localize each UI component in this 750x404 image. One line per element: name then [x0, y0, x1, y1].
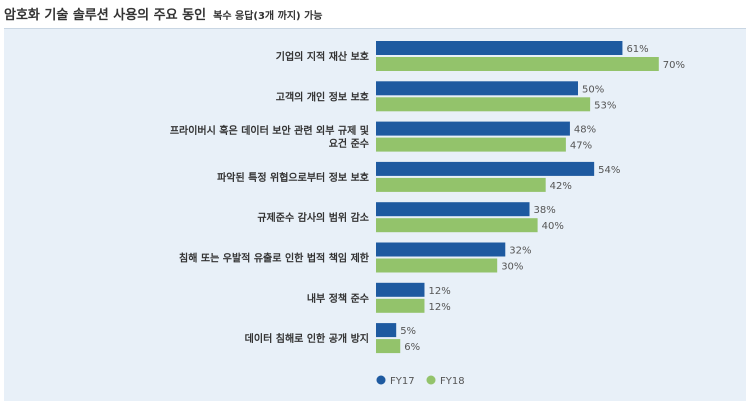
data-label: 50% [582, 84, 604, 95]
category-label: 내부 정책 준수 [307, 292, 369, 305]
data-label: 54% [598, 165, 620, 176]
bar-fy17 [376, 242, 506, 257]
bar-fy18 [376, 339, 401, 354]
data-label: 42% [550, 181, 572, 192]
bar-chart: 기업의 지적 재산 보호 61% 70% 고객의 개인 정보 보호 50% 53% 프라이버… [170, 41, 685, 387]
bar-fy18 [376, 57, 659, 71]
data-label: 61% [626, 44, 648, 55]
data-label: 38% [534, 205, 556, 216]
bar-fy18 [376, 137, 566, 152]
category-label: 데이터 침해로 인한 공개 방지 [245, 332, 369, 345]
data-label: 12% [428, 286, 450, 297]
bar-fy17 [376, 323, 397, 338]
chart-panel: 기업의 지적 재산 보호 61% 70% 고객의 개인 정보 보호 50% 53% 프라이버… [4, 28, 746, 401]
legend-label: FY17 [390, 376, 415, 387]
data-label: 6% [404, 342, 420, 353]
category-label: 침해 또는 우발적 유출로 인한 법적 책임 제한 [179, 252, 370, 265]
data-label: 48% [574, 125, 596, 136]
bar-fy17 [376, 81, 578, 96]
bar-fy17 [376, 41, 623, 55]
category-label: 파악된 특정 위협으로부터 정보 보호 [217, 171, 369, 184]
bar-fy17 [376, 161, 595, 176]
bar-fy18 [376, 177, 546, 192]
chart-title: 암호화 기술 솔루션 사용의 주요 동인 [4, 8, 207, 23]
data-label: 32% [509, 246, 531, 257]
data-label: 70% [663, 60, 685, 71]
legend-marker [376, 375, 386, 385]
data-label: 53% [594, 100, 616, 111]
category-label: 규제준수 감사의 범위 감소 [257, 211, 369, 224]
chart-subtitle: 복수 응답(3개 까지) 가능 [213, 11, 323, 22]
data-label: 30% [501, 262, 523, 273]
data-label: 5% [400, 326, 416, 337]
bar-fy17 [376, 121, 570, 136]
bar-fy17 [376, 282, 425, 297]
bar-fy17 [376, 202, 530, 217]
data-label: 40% [542, 221, 564, 232]
category-label: 프라이버시 혹은 데이터 보안 관련 외부 규제 및 [170, 124, 369, 137]
category-label: 기업의 지적 재산 보호 [276, 50, 369, 63]
category-label: 고객의 개인 정보 보호 [276, 90, 369, 103]
legend-label: FY18 [440, 376, 465, 387]
category-label: 요건 준수 [329, 137, 369, 150]
bar-fy18 [376, 218, 538, 233]
data-label: 12% [428, 302, 450, 313]
bar-fy18 [376, 298, 425, 313]
data-label: 47% [570, 141, 592, 152]
legend-marker [426, 375, 436, 385]
chart-title-row: 암호화 기술 솔루션 사용의 주요 동인 복수 응답(3개 까지) 가능 [4, 4, 322, 26]
bar-fy18 [376, 97, 591, 112]
bar-fy18 [376, 258, 498, 273]
